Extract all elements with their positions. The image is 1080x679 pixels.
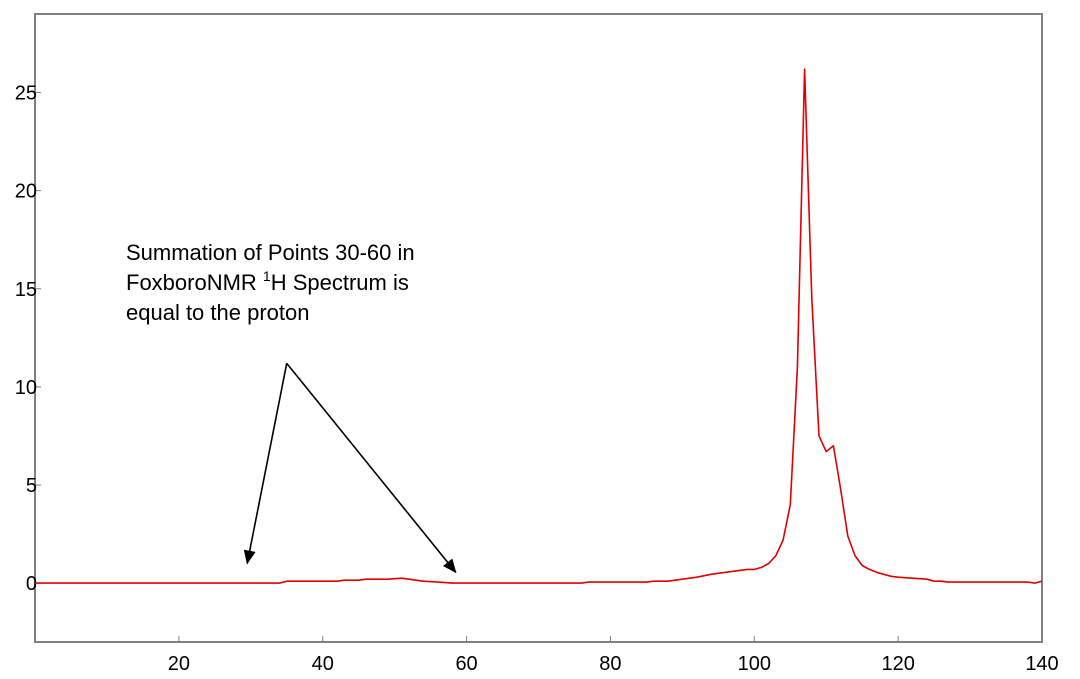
x-tick-label: 100 xyxy=(738,653,771,675)
x-tick-label: 120 xyxy=(881,653,914,675)
x-tick-label: 60 xyxy=(455,653,477,675)
y-tick-label: 15 xyxy=(15,279,37,301)
annotation-text-part: H Spectrum is xyxy=(271,270,409,295)
y-tick-label: 25 xyxy=(15,83,37,105)
spectrum-series-line xyxy=(35,68,1042,584)
y-axis-ticks: 0 5 10 15 20 25 xyxy=(15,83,41,595)
annotation: Summation of Points 30-60 in FoxboroNMR 1… xyxy=(126,240,457,574)
annotation-arrow xyxy=(286,362,457,574)
y-tick-label: 5 xyxy=(26,475,37,497)
annotation-text-part: equal to the proton xyxy=(126,300,309,325)
x-axis-ticks: 20 40 60 80 100 120 140 xyxy=(168,636,1059,675)
x-tick-label: 20 xyxy=(168,653,190,675)
annotation-superscript: 1 xyxy=(263,268,271,284)
series-layer xyxy=(35,68,1042,584)
annotation-arrow xyxy=(243,363,288,565)
y-tick-label: 20 xyxy=(15,181,37,203)
x-tick-label: 140 xyxy=(1025,653,1058,675)
annotation-line: Summation of Points 30-60 in xyxy=(126,240,415,265)
annotation-text-part: FoxboroNMR xyxy=(126,270,263,295)
x-tick-label: 80 xyxy=(599,653,621,675)
annotation-line: equal to the proton xyxy=(126,300,309,325)
annotation-line: FoxboroNMR 1H Spectrum is xyxy=(126,268,409,295)
plot-area-frame xyxy=(34,13,1043,643)
y-tick-label: 10 xyxy=(15,377,37,399)
annotation-text-part: Summation of Points 30-60 in xyxy=(126,240,415,265)
x-tick-label: 40 xyxy=(312,653,334,675)
y-tick-label: 0 xyxy=(26,573,37,595)
